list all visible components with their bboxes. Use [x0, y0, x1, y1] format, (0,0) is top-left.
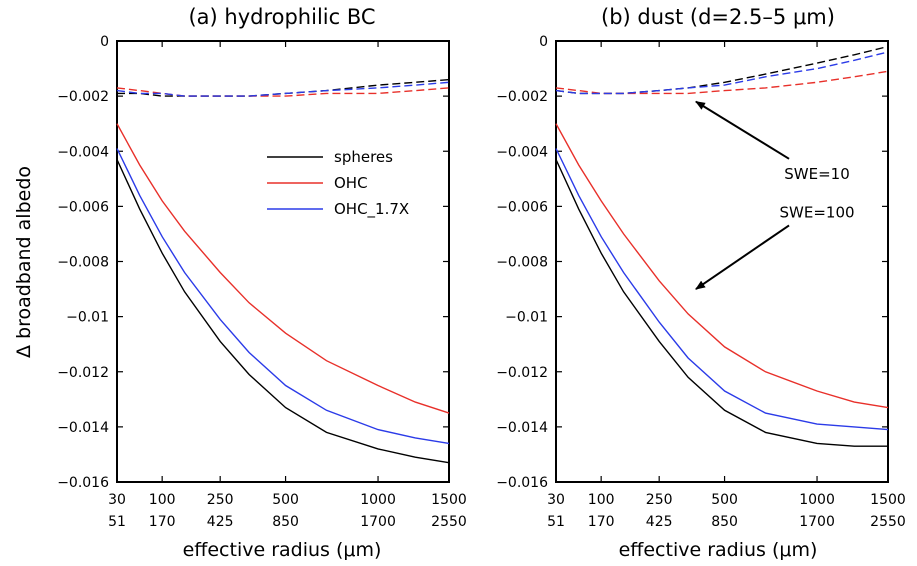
panel-a-y-tick-label: −0.004 [57, 144, 109, 160]
panel-a-x-tick-label: 500 [272, 492, 299, 508]
panel-a-series-swe10-5 [116, 81, 450, 97]
panel-a-x-tick-label: 250 [207, 492, 234, 508]
panel-b-series-swe100-2 [555, 148, 889, 431]
panel-a-series-swe100-2 [116, 148, 450, 445]
panel-b-title: (b) dust (d=2.5–5 μm) [601, 5, 835, 29]
panel-a-series-swe10-4 [116, 87, 450, 97]
panel-a-y-tick-label: −0.008 [57, 255, 109, 271]
panel-b-plot-area: 0 −0.002 −0.004 −0.006 −0.008 −0.01 −0.012 −0.0… [496, 34, 906, 530]
panel-a-x-tick-label: 1500 [431, 492, 467, 508]
panel-a-y-tick-label: 0 [100, 34, 109, 50]
panel-b-x-tick-label: 100 [588, 492, 615, 508]
panel-a-x-tick-label-secondary: 425 [207, 514, 234, 530]
panel-a-y-tick-label: −0.006 [57, 199, 109, 215]
panel-b-x-tick-label-secondary: 425 [646, 514, 673, 530]
panel-b-annotation-label: SWE=10 [784, 165, 850, 183]
panel-b-annotation-label: SWE=100 [780, 203, 855, 221]
panel-b-x-tick-label-secondary: 850 [711, 514, 738, 530]
panel-b-y-tick-label: −0.014 [496, 420, 548, 436]
panel-b-annotation-arrow [695, 224, 790, 290]
panel-b-y-tick-label: −0.008 [496, 255, 548, 271]
panel-a-series-swe100-1 [116, 123, 450, 414]
panel-b-y-tick-label: 0 [539, 34, 548, 50]
panel-a-legend-label: spheres [334, 148, 393, 166]
panel-b-x-tick-label-secondary: 170 [588, 514, 615, 530]
panel-a-x-tick-label-secondary: 1700 [360, 514, 396, 530]
panel-a-x-tick-label: 100 [149, 492, 176, 508]
panel-a-x-tick-label-secondary: 170 [149, 514, 176, 530]
panel-a-legend-label: OHC_1.7X [334, 200, 409, 219]
panel-b-annotation-arrow [695, 100, 790, 160]
panel-a-x-tick-label-secondary: 51 [108, 514, 126, 530]
panel-a-x-tick-label-secondary: 2550 [431, 514, 467, 530]
panel-b-series-swe10-3 [555, 45, 889, 95]
panel-b-x-tick-label: 500 [711, 492, 738, 508]
panel-b-y-tick-label: −0.006 [496, 199, 548, 215]
panel-b-x-tick-label-secondary: 51 [547, 514, 565, 530]
panel-a-y-tick-label: −0.012 [57, 365, 109, 381]
panel-b-series-swe10-5 [555, 51, 889, 95]
panel-b-series-swe100-0 [555, 159, 888, 447]
panel-a-y-tick-label: −0.01 [66, 310, 109, 326]
panel-b-y-tick-label: −0.012 [496, 365, 548, 381]
panel-b-x-tick-label: 1500 [870, 492, 906, 508]
panel-b-x-axis-label: effective radius (μm) [619, 539, 818, 561]
panel-b-series-swe100-1 [555, 123, 889, 409]
panel-b-x-tick-label-secondary: 1700 [799, 514, 835, 530]
panel-b-x-tick-label-secondary: 2550 [870, 514, 906, 530]
panel-a-plot-area: 0 −0.002 −0.004 −0.006 −0.008 −0.01 −0.012 −0.0… [57, 34, 467, 530]
panel-b: (b) dust (d=2.5–5 μm) 0 −0.002 −0.004 −0.00… [496, 5, 906, 561]
panel-b-x-tick-label: 1000 [799, 492, 835, 508]
panel-b-x-tick-label: 30 [547, 492, 565, 508]
panel-a-y-tick-label: −0.016 [57, 475, 109, 491]
panel-b-y-tick-label: −0.01 [505, 310, 548, 326]
panel-a-x-axis-label: effective radius (μm) [183, 539, 382, 561]
panel-a-legend-label: OHC [334, 174, 368, 192]
panel-a-title: (a) hydrophilic BC [188, 5, 375, 29]
panel-a-x-tick-label: 1000 [360, 492, 396, 508]
panel-a-y-tick-label: −0.014 [57, 420, 109, 436]
panel-a-series-swe100-0 [116, 159, 450, 464]
figure-y-axis-label: Δ broadband albedo [13, 166, 35, 358]
panel-b-x-tick-label: 250 [646, 492, 673, 508]
panel-a: (a) hydrophilic BC 0 −0.002 −0.004 −0.006 −0… [57, 5, 467, 561]
panel-a-x-tick-label-secondary: 850 [272, 514, 299, 530]
panel-b-series-swe10-4 [555, 70, 889, 95]
panel-b-y-tick-label: −0.002 [496, 89, 548, 105]
panel-a-x-tick-label: 30 [108, 492, 126, 508]
panel-a-y-tick-label: −0.002 [57, 89, 109, 105]
panel-b-y-tick-label: −0.016 [496, 475, 548, 491]
panel-b-y-tick-label: −0.004 [496, 144, 548, 160]
